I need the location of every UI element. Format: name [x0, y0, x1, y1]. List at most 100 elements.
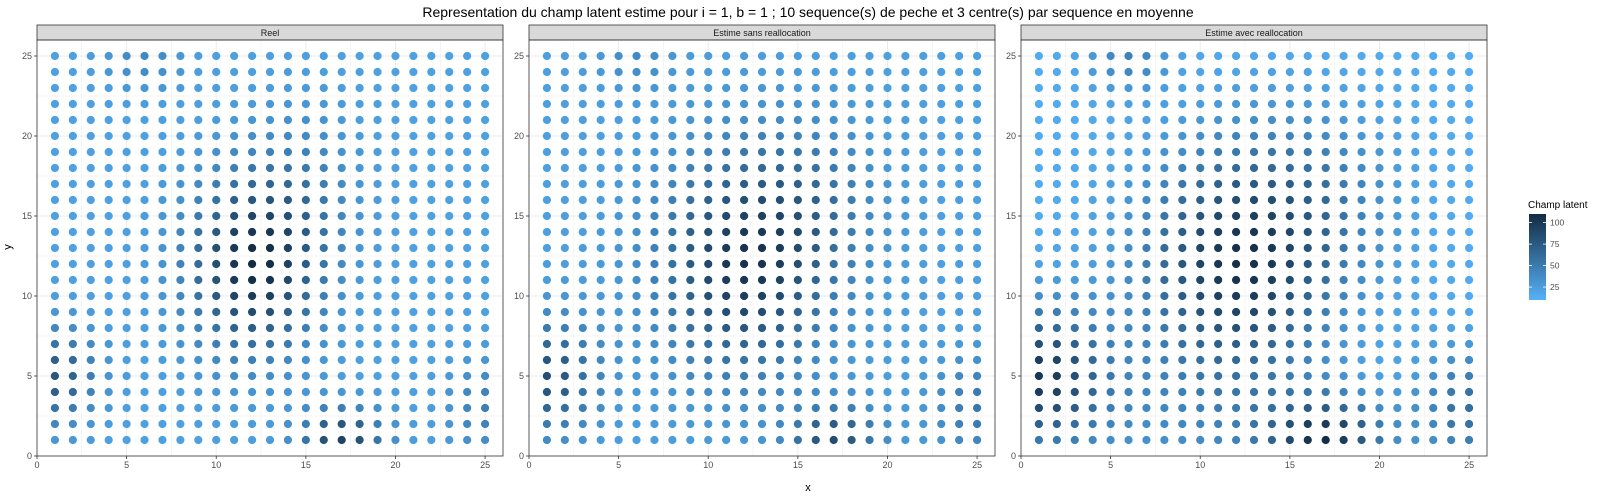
data-point: [337, 275, 346, 285]
data-point: [883, 307, 892, 317]
data-point: [1070, 83, 1079, 93]
data-point: [1303, 323, 1312, 333]
data-point: [1339, 291, 1348, 301]
data-point: [1088, 419, 1097, 429]
data-point: [811, 403, 820, 413]
data-point: [901, 163, 910, 173]
data-point: [901, 323, 910, 333]
data-point: [1160, 147, 1169, 157]
data-point: [355, 227, 364, 237]
data-point: [614, 387, 623, 397]
data-point: [668, 307, 677, 317]
data-point: [596, 435, 605, 445]
data-point: [1267, 99, 1277, 109]
data-point: [704, 227, 713, 237]
data-point: [1447, 355, 1456, 365]
data-point: [68, 131, 77, 141]
data-point: [829, 83, 838, 93]
data-point: [1321, 99, 1330, 109]
data-point: [1267, 147, 1277, 157]
data-point: [1160, 99, 1169, 109]
data-point: [176, 67, 185, 77]
data-point: [409, 179, 418, 189]
data-point: [632, 99, 641, 109]
data-point: [686, 371, 695, 381]
data-point: [1393, 179, 1402, 189]
data-point: [1052, 195, 1061, 205]
data-point: [230, 67, 239, 77]
data-point: [122, 83, 131, 93]
data-point: [391, 243, 400, 253]
data-point: [140, 307, 149, 317]
data-point: [265, 291, 275, 301]
data-point: [1357, 51, 1366, 61]
data-point: [757, 51, 767, 61]
data-point: [560, 211, 569, 221]
data-point: [158, 403, 167, 413]
data-point: [632, 435, 641, 445]
data-point: [319, 131, 328, 141]
data-point: [445, 227, 454, 237]
data-point: [1339, 339, 1348, 349]
data-point: [373, 227, 382, 237]
data-point: [972, 179, 982, 189]
data-point: [1070, 307, 1079, 317]
data-point: [1447, 307, 1456, 317]
data-point: [919, 355, 928, 365]
data-point: [463, 163, 472, 173]
data-point: [355, 99, 364, 109]
data-point: [1106, 211, 1115, 221]
data-point: [560, 243, 569, 253]
data-point: [560, 227, 569, 237]
data-point: [1357, 227, 1366, 237]
data-point: [1106, 371, 1115, 381]
data-point: [1214, 291, 1223, 301]
data-point: [1160, 307, 1169, 317]
data-point: [919, 211, 928, 221]
data-point: [1447, 179, 1456, 189]
data-point: [158, 419, 167, 429]
data-point: [480, 67, 490, 77]
data-point: [265, 211, 275, 221]
data-point: [793, 275, 802, 285]
data-point: [50, 211, 60, 221]
data-point: [686, 195, 695, 205]
data-point: [1357, 115, 1366, 125]
data-point: [722, 51, 731, 61]
data-point: [1447, 291, 1456, 301]
data-point: [1375, 147, 1384, 157]
data-point: [632, 51, 641, 61]
data-point: [301, 259, 310, 269]
data-point: [1285, 131, 1294, 141]
data-point: [1357, 147, 1366, 157]
data-point: [1339, 131, 1348, 141]
data-point: [578, 403, 587, 413]
data-point: [1285, 323, 1294, 333]
data-point: [176, 371, 185, 381]
data-point: [614, 275, 623, 285]
data-point: [1429, 403, 1438, 413]
data-point: [542, 51, 552, 61]
data-point: [972, 131, 982, 141]
data-point: [1178, 83, 1187, 93]
data-point: [560, 179, 569, 189]
data-point: [614, 195, 623, 205]
data-point: [480, 211, 490, 221]
data-point: [1411, 83, 1420, 93]
data-point: [757, 115, 767, 125]
data-point: [542, 83, 552, 93]
data-point: [1088, 355, 1097, 365]
data-point: [1447, 83, 1456, 93]
data-point: [1034, 99, 1044, 109]
data-point: [650, 115, 659, 125]
data-point: [704, 403, 713, 413]
data-point: [1429, 179, 1438, 189]
data-point: [955, 83, 964, 93]
data-point: [1178, 307, 1187, 317]
data-point: [194, 387, 203, 397]
data-point: [463, 339, 472, 349]
data-point: [937, 67, 946, 77]
data-point: [1214, 99, 1223, 109]
data-point: [542, 195, 552, 205]
data-point: [409, 291, 418, 301]
